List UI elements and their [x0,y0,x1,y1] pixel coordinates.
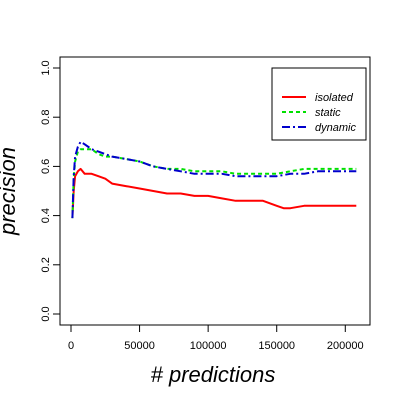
y-axis: 0.0 0.2 0.4 0.6 0.8 1.0 [40,60,61,322]
y-tick-label: 0.0 [40,306,52,321]
plot-layer [71,140,357,219]
legend-label-dynamic: dynamic [315,122,356,134]
x-tick-label: 200000 [327,340,364,352]
x-tick-label: 50000 [124,340,155,352]
y-tick-label: 0.2 [40,257,52,272]
x-tick-label: 100000 [190,340,227,352]
series-line-dynamic [71,140,357,219]
y-tick-label: 0.8 [40,110,52,125]
legend: isolated static dynamic [271,67,367,141]
legend-label-isolated: isolated [315,92,354,104]
legend-label-static: static [315,107,341,119]
y-tick-label: 0.4 [40,208,52,223]
series-line-static [71,148,357,219]
y-tick-label: 0.6 [40,159,52,174]
x-axis: 0 50000 100000 150000 200000 [68,324,364,352]
x-tick-label: 0 [68,340,74,352]
y-tick-label: 1.0 [40,60,52,75]
x-axis-title: # predictions [151,362,276,387]
y-axis-title: precision [0,147,20,236]
x-tick-label: 150000 [258,340,295,352]
series-line-isolated [71,167,357,219]
